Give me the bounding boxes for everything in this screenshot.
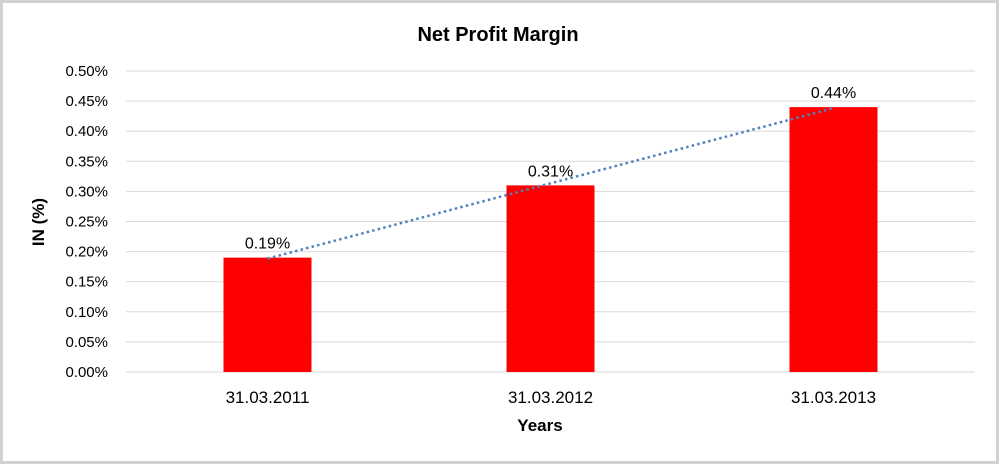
x-category-label: 31.03.2012 <box>508 388 593 407</box>
bar <box>789 107 878 373</box>
y-tick-label: 0.25% <box>65 214 108 231</box>
bar-value-label: 0.31% <box>528 163 573 180</box>
y-tick-label: 0.15% <box>65 274 108 291</box>
y-tick-label: 0.45% <box>65 93 108 110</box>
y-tick-label: 0.35% <box>65 153 108 170</box>
y-tick-label: 0.10% <box>65 304 108 321</box>
y-tick-label: 0.00% <box>65 364 108 381</box>
bar-value-label: 0.44% <box>811 85 856 102</box>
x-axis-category-labels: 31.03.2011 31.03.2012 31.03.2013 <box>226 388 876 407</box>
y-tick-label: 0.20% <box>65 244 108 261</box>
x-category-label: 31.03.2011 <box>226 388 310 407</box>
y-axis-tick-labels: 0.00% 0.05% 0.10% 0.15% 0.20% 0.25% 0.30% 0.35%… <box>65 63 108 381</box>
x-axis-title: Years <box>517 416 562 435</box>
bar-value-label: 0.19% <box>245 236 290 253</box>
x-category-label: 31.03.2013 <box>791 388 876 407</box>
bar-data-labels: 0.19% 0.31% 0.44% <box>245 85 856 253</box>
chart-title: Net Profit Margin <box>417 24 578 46</box>
bar-series <box>223 107 878 373</box>
y-axis-title: IN (%) <box>29 198 48 246</box>
bar <box>506 185 595 372</box>
y-tick-label: 0.50% <box>65 63 108 80</box>
y-tick-label: 0.40% <box>65 123 108 140</box>
linear-trendline <box>267 106 834 260</box>
y-tick-label: 0.30% <box>65 183 108 200</box>
bar <box>223 257 312 372</box>
y-tick-label: 0.05% <box>65 334 108 351</box>
